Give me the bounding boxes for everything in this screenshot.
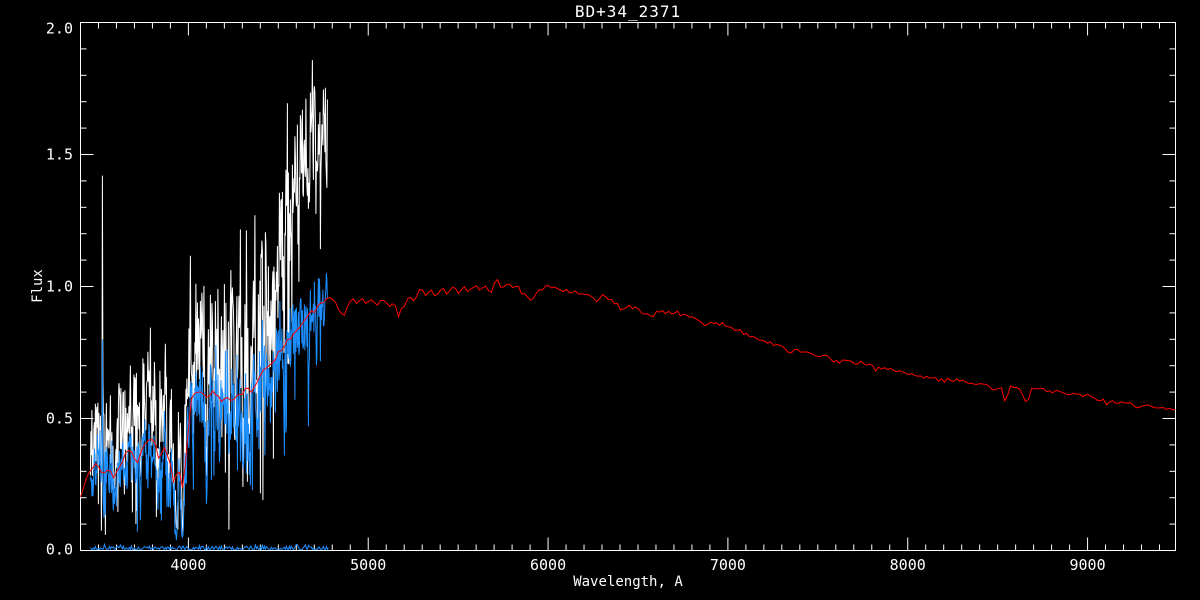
- y-axis-label: Flux: [30, 269, 46, 303]
- x-tick-label: 9000: [1069, 556, 1105, 574]
- x-tick-label: 6000: [530, 556, 566, 574]
- observed-spectrum-raw: [89, 60, 328, 536]
- x-tick-label: 8000: [890, 556, 926, 574]
- plot-border: [80, 22, 1176, 551]
- y-tick-label: 1.5: [46, 146, 73, 164]
- y-tick-label: 2.0: [46, 20, 73, 38]
- y-tick-label: 1.0: [46, 278, 73, 296]
- x-axis-label: Wavelength, A: [573, 574, 683, 590]
- x-tick-label: 5000: [350, 556, 386, 574]
- plot-title: BD+34_2371: [574, 2, 682, 21]
- y-tick-label: 0.5: [46, 410, 73, 428]
- y-tick-label: 0.0: [46, 541, 73, 559]
- x-tick-label: 4000: [170, 556, 206, 574]
- observed-spectrum-scaled: [89, 273, 328, 541]
- x-tick-label: 7000: [710, 556, 746, 574]
- template-spectrum: [80, 278, 1176, 498]
- zero-level-line: [89, 542, 329, 552]
